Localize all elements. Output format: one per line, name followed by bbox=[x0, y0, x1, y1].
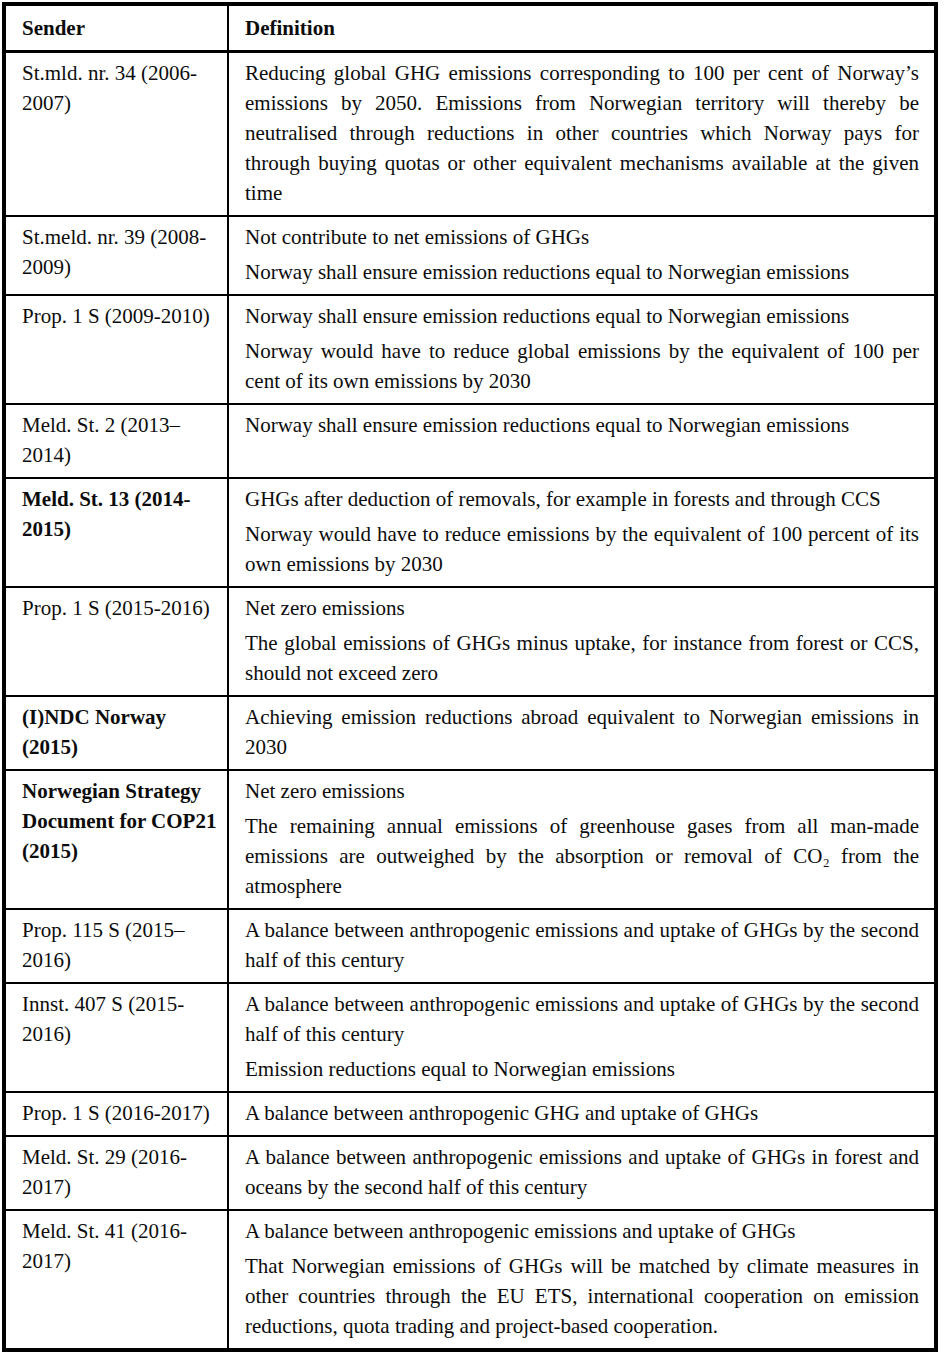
definitions-table: Sender Definition St.mld. nr. 34 (2006-2… bbox=[2, 2, 938, 1352]
sender-cell: St.mld. nr. 34 (2006-2007) bbox=[4, 52, 228, 217]
definition-cell: Net zero emissions The global emissions … bbox=[228, 587, 936, 696]
sender-cell: Meld. St. 41 (2016-2017) bbox=[4, 1210, 228, 1350]
sender-cell: St.meld. nr. 39 (2008-2009) bbox=[4, 216, 228, 295]
table-row: Prop. 1 S (2009-2010) Norway shall ensur… bbox=[4, 295, 936, 404]
definition-paragraph: Norway shall ensure emission reductions … bbox=[245, 301, 919, 331]
definition-paragraph: Not contribute to net emissions of GHGs bbox=[245, 222, 919, 252]
definition-paragraph: A balance between anthropogenic emission… bbox=[245, 1216, 919, 1246]
definition-paragraph: That Norwegian emissions of GHGs will be… bbox=[245, 1251, 919, 1341]
sender-cell: Meld. St. 13 (2014-2015) bbox=[4, 478, 228, 587]
table-row: St.meld. nr. 39 (2008-2009) Not contribu… bbox=[4, 216, 936, 295]
definition-paragraph: Net zero emissions bbox=[245, 776, 919, 806]
sender-cell: Prop. 115 S (2015–2016) bbox=[4, 909, 228, 983]
definition-paragraph: A balance between anthropogenic emission… bbox=[245, 989, 919, 1049]
definition-paragraph: A balance between anthropogenic emission… bbox=[245, 915, 919, 975]
definition-cell: A balance between anthropogenic GHG and … bbox=[228, 1092, 936, 1136]
table-row: Prop. 1 S (2016-2017) A balance between … bbox=[4, 1092, 936, 1136]
definition-cell: Not contribute to net emissions of GHGs … bbox=[228, 216, 936, 295]
definition-column-header: Definition bbox=[228, 4, 936, 52]
definition-cell: Reducing global GHG emissions correspond… bbox=[228, 52, 936, 217]
definition-paragraph: Achieving emission reductions abroad equ… bbox=[245, 702, 919, 762]
sender-cell: Prop. 1 S (2009-2010) bbox=[4, 295, 228, 404]
definition-cell: Achieving emission reductions abroad equ… bbox=[228, 696, 936, 770]
table-row: Norwegian Strategy Document for COP21 (2… bbox=[4, 770, 936, 909]
table-row: Innst. 407 S (2015-2016) A balance betwe… bbox=[4, 983, 936, 1092]
table-row: St.mld. nr. 34 (2006-2007) Reducing glob… bbox=[4, 52, 936, 217]
definition-paragraph: GHGs after deduction of removals, for ex… bbox=[245, 484, 919, 514]
definition-cell: A balance between anthropogenic emission… bbox=[228, 1136, 936, 1210]
definition-cell: Norway shall ensure emission reductions … bbox=[228, 295, 936, 404]
table-row: Meld. St. 41 (2016-2017) A balance betwe… bbox=[4, 1210, 936, 1350]
definition-paragraph: Reducing global GHG emissions correspond… bbox=[245, 58, 919, 208]
sender-cell: Prop. 1 S (2015-2016) bbox=[4, 587, 228, 696]
definition-paragraph: Net zero emissions bbox=[245, 593, 919, 623]
definition-paragraph: A balance between anthropogenic GHG and … bbox=[245, 1098, 919, 1128]
table-row: Prop. 115 S (2015–2016) A balance betwee… bbox=[4, 909, 936, 983]
sender-cell: Meld. St. 2 (2013–2014) bbox=[4, 404, 228, 478]
document-page: Sender Definition St.mld. nr. 34 (2006-2… bbox=[0, 0, 952, 1370]
sender-cell: Meld. St. 29 (2016-2017) bbox=[4, 1136, 228, 1210]
sender-column-header: Sender bbox=[4, 4, 228, 52]
table-row: Meld. St. 2 (2013–2014) Norway shall ens… bbox=[4, 404, 936, 478]
header-row: Sender Definition bbox=[4, 4, 936, 52]
definition-paragraph: Norway shall ensure emission reductions … bbox=[245, 257, 919, 287]
definition-cell: Net zero emissions The remaining annual … bbox=[228, 770, 936, 909]
definition-paragraph: Norway would have to reduce emissions by… bbox=[245, 519, 919, 579]
table-row: (I)NDC Norway (2015) Achieving emission … bbox=[4, 696, 936, 770]
sender-cell: Norwegian Strategy Document for COP21 (2… bbox=[4, 770, 228, 909]
table-row: Meld. St. 13 (2014-2015) GHGs after dedu… bbox=[4, 478, 936, 587]
definition-cell: Norway shall ensure emission reductions … bbox=[228, 404, 936, 478]
sender-cell: Innst. 407 S (2015-2016) bbox=[4, 983, 228, 1092]
sender-cell: Prop. 1 S (2016-2017) bbox=[4, 1092, 228, 1136]
table-row: Meld. St. 29 (2016-2017) A balance betwe… bbox=[4, 1136, 936, 1210]
definition-cell: GHGs after deduction of removals, for ex… bbox=[228, 478, 936, 587]
definition-paragraph: A balance between anthropogenic emission… bbox=[245, 1142, 919, 1202]
definition-cell: A balance between anthropogenic emission… bbox=[228, 1210, 936, 1350]
table-row: Prop. 1 S (2015-2016) Net zero emissions… bbox=[4, 587, 936, 696]
definition-paragraph: The remaining annual emissions of greenh… bbox=[245, 811, 919, 901]
definition-paragraph: Emission reductions equal to Norwegian e… bbox=[245, 1054, 919, 1084]
definition-cell: A balance between anthropogenic emission… bbox=[228, 983, 936, 1092]
definition-paragraph: The global emissions of GHGs minus uptak… bbox=[245, 628, 919, 688]
sender-cell: (I)NDC Norway (2015) bbox=[4, 696, 228, 770]
definition-paragraph: Norway would have to reduce global emiss… bbox=[245, 336, 919, 396]
definition-paragraph: Norway shall ensure emission reductions … bbox=[245, 410, 919, 440]
definition-cell: A balance between anthropogenic emission… bbox=[228, 909, 936, 983]
